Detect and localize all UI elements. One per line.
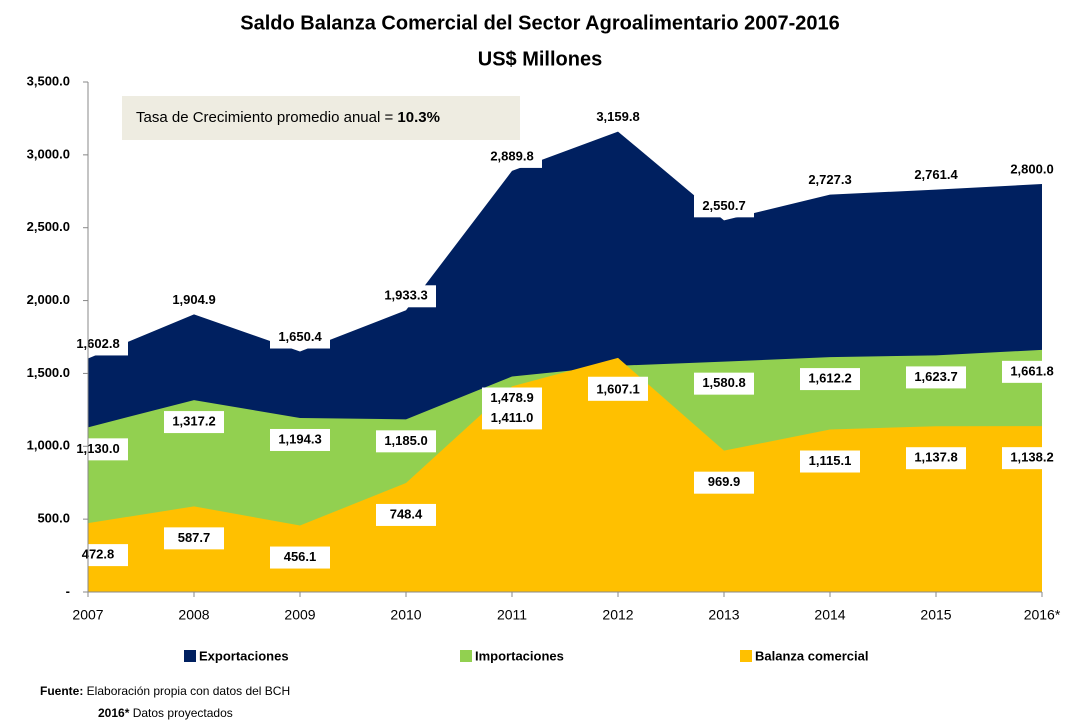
label-bg bbox=[482, 407, 542, 430]
label-bg bbox=[270, 428, 330, 451]
chart-subtitle: US$ Millones bbox=[478, 48, 602, 70]
label-bg bbox=[906, 366, 966, 389]
label-bg bbox=[694, 372, 754, 395]
data-label: 969.9 bbox=[708, 474, 741, 489]
data-label: 1,904.9 bbox=[172, 292, 215, 307]
plot: 1,602.8 1,904.9 1,650.4 1,933.3 2,889.8 3,159… bbox=[27, 73, 1062, 663]
data-label: 1,115.1 bbox=[809, 453, 852, 468]
data-label: 1,137.8 bbox=[914, 450, 957, 465]
label-bg bbox=[376, 503, 436, 526]
data-label: 2,800.0 bbox=[1010, 161, 1053, 176]
legend-label: Balanza comercial bbox=[755, 648, 868, 663]
data-label: 1,602.8 bbox=[76, 336, 119, 351]
chart-title: Saldo Balanza Comercial del Sector Agroa… bbox=[240, 12, 840, 34]
label-bg bbox=[1002, 360, 1062, 383]
footnote-label: 2016* bbox=[98, 706, 130, 720]
data-label: 2,727.3 bbox=[808, 172, 851, 187]
data-label: 1,185.0 bbox=[384, 433, 427, 448]
label-bg bbox=[800, 368, 860, 391]
legend-swatch bbox=[184, 650, 196, 662]
data-label: 472.8 bbox=[82, 547, 115, 562]
label-bg bbox=[1002, 159, 1062, 181]
y-tick-label: 2,500.0 bbox=[27, 219, 70, 234]
data-label: 1,138.2 bbox=[1010, 450, 1053, 465]
data-label: 1,580.8 bbox=[702, 375, 745, 390]
label-bg bbox=[482, 387, 542, 410]
data-label: 1,607.1 bbox=[596, 381, 639, 396]
data-label: 1,411.0 bbox=[491, 410, 534, 425]
label-bg bbox=[68, 544, 128, 567]
label-bg bbox=[694, 195, 754, 218]
footnote-label: Fuente: bbox=[40, 684, 83, 698]
label-bg bbox=[68, 333, 128, 356]
label-bg bbox=[588, 378, 648, 401]
label-bg bbox=[164, 527, 224, 550]
y-tick-label: 1,000.0 bbox=[27, 438, 70, 453]
legend-label: Exportaciones bbox=[199, 648, 289, 663]
label-bg bbox=[376, 430, 436, 453]
y-tick-label: 500.0 bbox=[37, 511, 70, 526]
data-label: 1,650.4 bbox=[278, 329, 322, 344]
label-bg bbox=[906, 164, 966, 187]
x-tick-label: 2007 bbox=[72, 607, 103, 623]
y-tick-label: 3,000.0 bbox=[27, 146, 70, 161]
label-bg bbox=[482, 145, 542, 168]
x-tick-label: 2016* bbox=[1024, 607, 1061, 623]
label-bg bbox=[376, 285, 436, 308]
legend-swatch bbox=[740, 650, 752, 662]
y-tick-label: 1,500.0 bbox=[27, 365, 70, 380]
label-bg bbox=[164, 411, 224, 434]
area bbox=[88, 357, 1042, 592]
footnote: Fuente: Elaboración propia con datos del… bbox=[40, 684, 290, 698]
data-label: 3,159.8 bbox=[596, 109, 639, 124]
data-label: 1,130.0 bbox=[76, 441, 119, 456]
x-tick-label: 2011 bbox=[497, 607, 527, 623]
footnote-text: Datos proyectados bbox=[129, 706, 232, 720]
y-tick-label: 2,000.0 bbox=[27, 292, 70, 307]
data-label: 1,194.3 bbox=[278, 431, 321, 446]
x-tick-label: 2015 bbox=[920, 607, 951, 623]
label-bg bbox=[800, 450, 860, 473]
label-bg bbox=[800, 169, 860, 192]
annotation-text: Tasa de Crecimiento promedio anual = bbox=[136, 109, 397, 126]
annotation: Tasa de Crecimiento promedio anual = 10.… bbox=[136, 109, 440, 126]
x-tick-label: 2012 bbox=[602, 607, 633, 623]
label-bg bbox=[68, 438, 128, 461]
y-tick-label: - bbox=[66, 583, 70, 598]
label-bg bbox=[270, 546, 330, 569]
footnote: 2016* Datos proyectados bbox=[98, 706, 233, 720]
data-label: 1,661.8 bbox=[1010, 363, 1053, 378]
x-tick-label: 2013 bbox=[708, 607, 739, 623]
x-tick-label: 2010 bbox=[390, 607, 421, 623]
data-label: 1,623.7 bbox=[914, 369, 957, 384]
label-bg bbox=[906, 447, 966, 470]
x-tick-label: 2014 bbox=[814, 607, 845, 623]
x-tick-label: 2009 bbox=[284, 607, 315, 623]
annotation-value: 10.3% bbox=[397, 109, 440, 126]
label-bg bbox=[270, 326, 330, 349]
data-label: 1,612.2 bbox=[808, 371, 851, 386]
data-label: 1,478.9 bbox=[490, 390, 533, 405]
data-label: 587.7 bbox=[178, 530, 211, 545]
annotation-box bbox=[122, 96, 520, 140]
y-tick-label: 3,500.0 bbox=[27, 73, 70, 88]
label-bg bbox=[164, 289, 224, 312]
legend-swatch bbox=[460, 650, 472, 662]
label-bg bbox=[1002, 447, 1062, 470]
data-label: 1,317.2 bbox=[172, 414, 215, 429]
data-label: 748.4 bbox=[390, 506, 423, 521]
x-tick-label: 2008 bbox=[178, 607, 209, 623]
legend-label: Importaciones bbox=[475, 648, 564, 663]
data-label: 2,550.7 bbox=[702, 198, 745, 213]
data-label: 456.1 bbox=[284, 549, 317, 564]
data-label: 2,889.8 bbox=[490, 148, 533, 163]
footnote-text: Elaboración propia con datos del BCH bbox=[83, 684, 290, 698]
label-bg bbox=[694, 471, 754, 494]
data-label: 1,933.3 bbox=[384, 288, 427, 303]
label-bg bbox=[588, 106, 648, 129]
data-label: 2,761.4 bbox=[914, 167, 958, 182]
